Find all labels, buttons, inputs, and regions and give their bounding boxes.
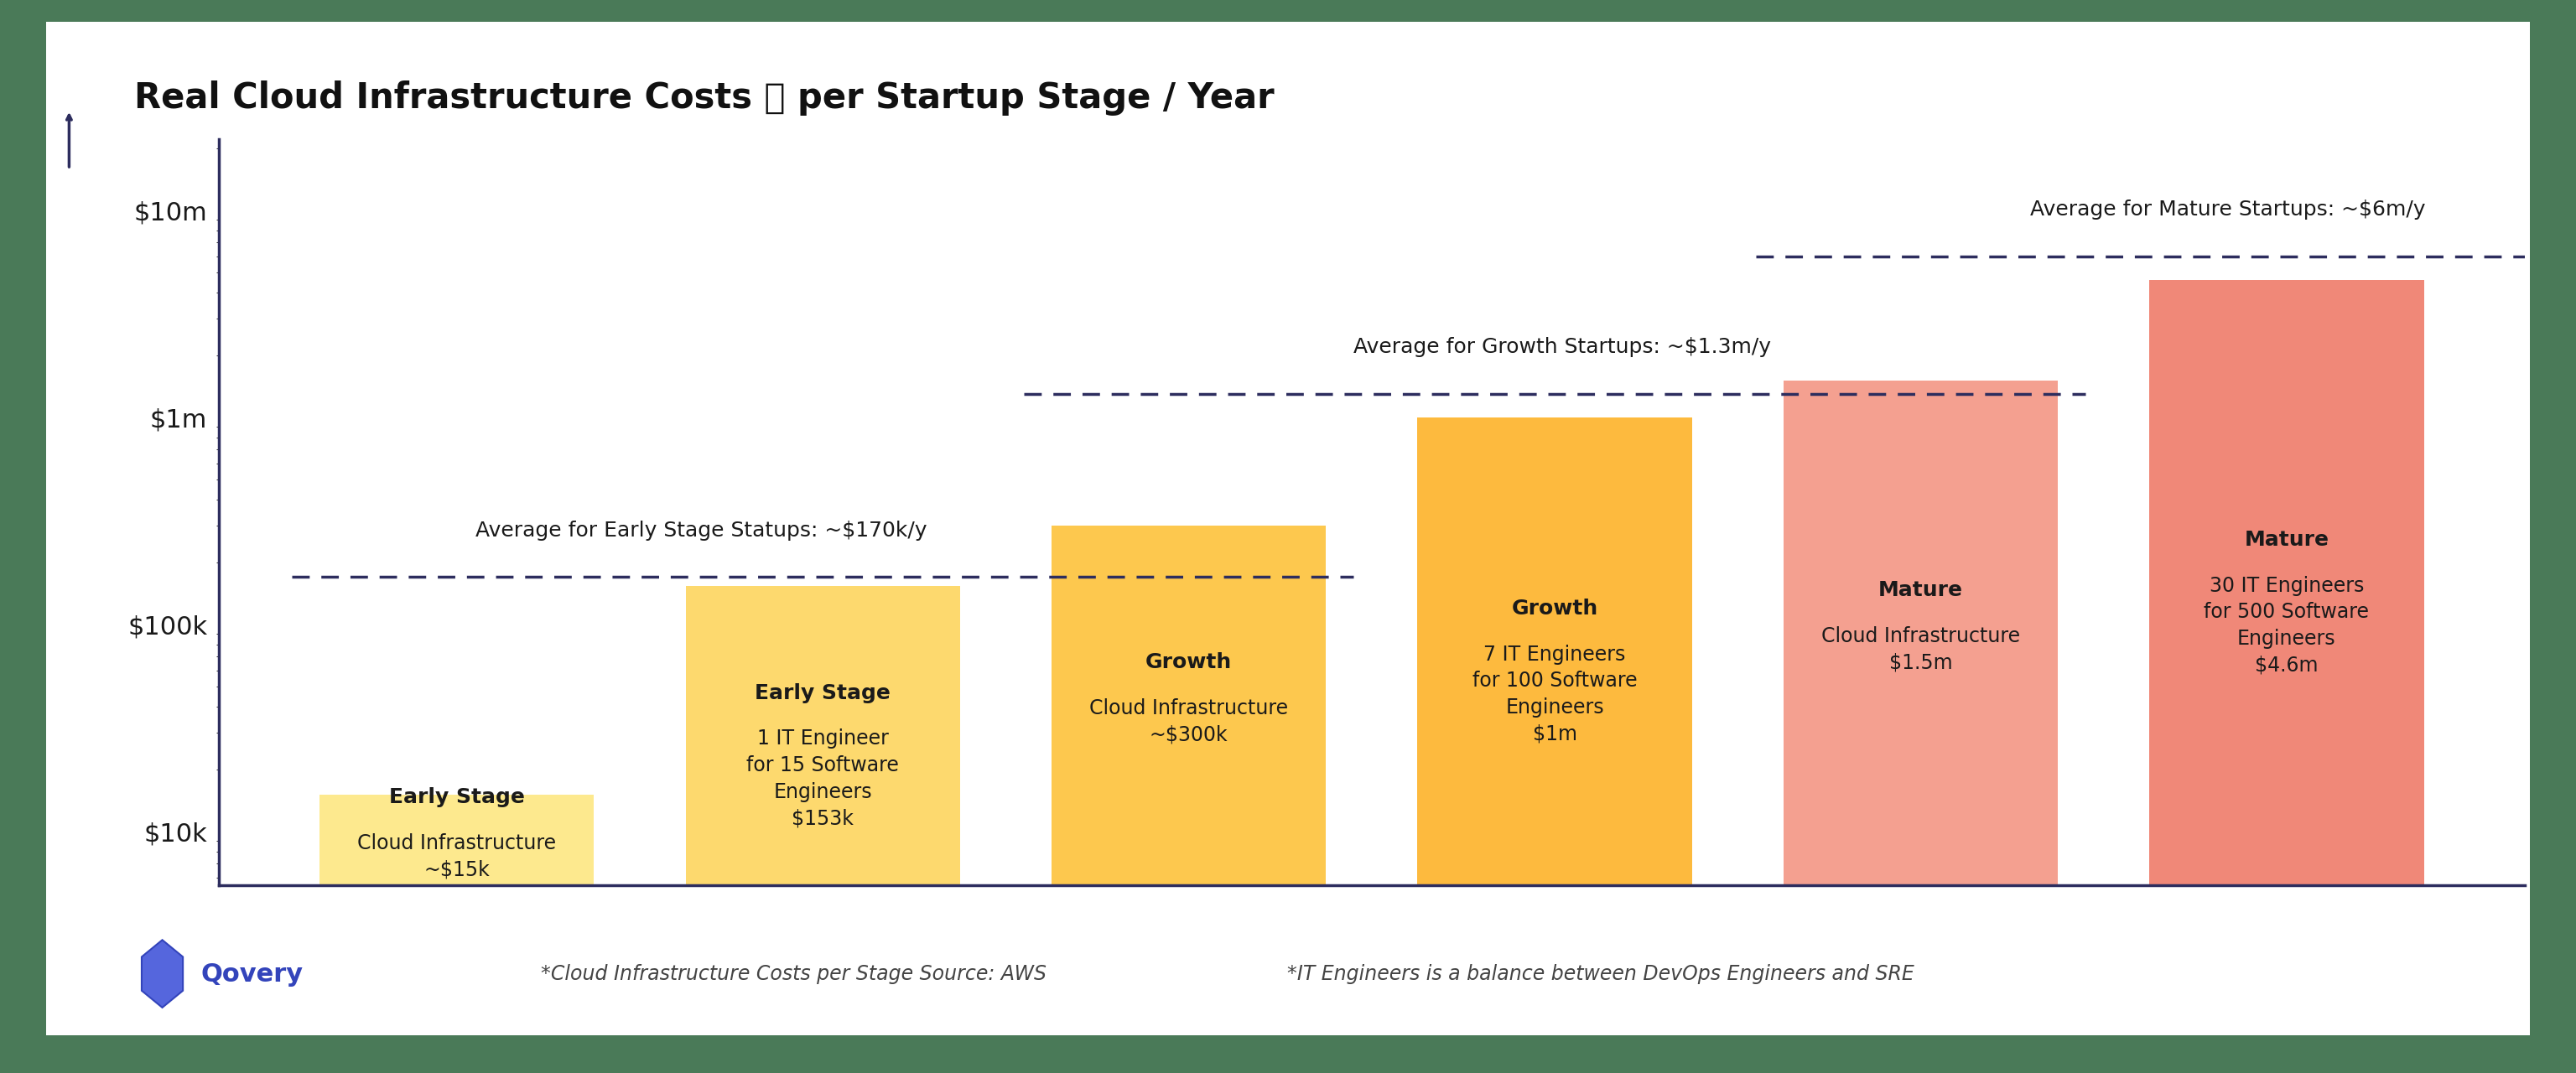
Text: Growth: Growth [1512, 599, 1597, 619]
Bar [685, 586, 961, 885]
Text: Mature: Mature [1878, 580, 1963, 601]
Text: *Cloud Infrastructure Costs per Stage Source: AWS: *Cloud Infrastructure Costs per Stage So… [541, 965, 1046, 984]
Bar [1783, 381, 2058, 885]
Polygon shape [142, 940, 183, 1008]
Text: Real Cloud Infrastructure Costs 💹 per Startup Stage / Year: Real Cloud Infrastructure Costs 💹 per St… [134, 80, 1275, 116]
Text: Qovery: Qovery [201, 962, 304, 986]
Text: Cloud Infrastructure
~$15k: Cloud Infrastructure ~$15k [358, 834, 556, 880]
Bar [319, 795, 595, 885]
Text: Early Stage: Early Stage [755, 682, 891, 703]
Text: 30 IT Engineers
for 500 Software
Engineers
$4.6m: 30 IT Engineers for 500 Software Enginee… [2205, 576, 2370, 675]
Text: *IT Engineers is a balance between DevOps Engineers and SRE: *IT Engineers is a balance between DevOp… [1262, 965, 1914, 984]
Bar [1051, 526, 1327, 885]
Text: 1 IT Engineer
for 15 Software
Engineers
$153k: 1 IT Engineer for 15 Software Engineers … [747, 729, 899, 828]
Text: Growth: Growth [1146, 652, 1231, 673]
Text: Cloud Infrastructure
$1.5m: Cloud Infrastructure $1.5m [1821, 627, 2020, 673]
Text: Average for Mature Startups: ~$6m/y: Average for Mature Startups: ~$6m/y [2030, 200, 2427, 220]
Text: Average for Growth Startups: ~$1.3m/y: Average for Growth Startups: ~$1.3m/y [1352, 337, 1772, 357]
Text: Average for Early Stage Statups: ~$170k/y: Average for Early Stage Statups: ~$170k/… [474, 520, 927, 541]
Text: Early Stage: Early Stage [389, 788, 526, 807]
Bar [1417, 417, 1692, 885]
Text: 7 IT Engineers
for 100 Software
Engineers
$1m: 7 IT Engineers for 100 Software Engineer… [1473, 645, 1638, 744]
Text: Mature: Mature [2244, 530, 2329, 550]
FancyBboxPatch shape [21, 12, 2555, 1045]
Bar [2148, 280, 2424, 885]
Text: Cloud Infrastructure
~$300k: Cloud Infrastructure ~$300k [1090, 699, 1288, 745]
